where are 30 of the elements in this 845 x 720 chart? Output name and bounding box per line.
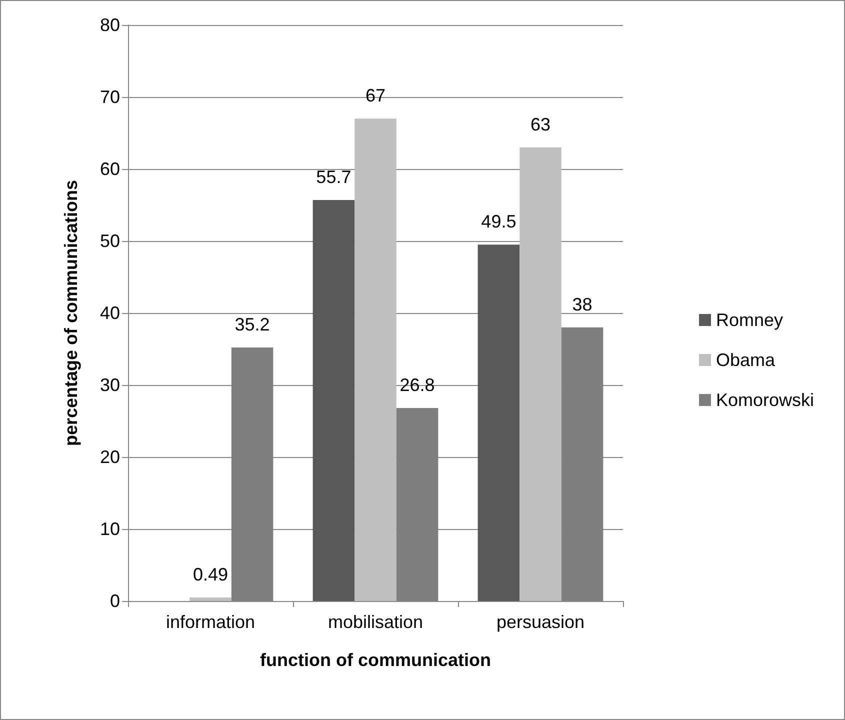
y-tick-label: 60 <box>100 159 120 179</box>
data-label: 0.49 <box>192 564 228 584</box>
legend-label: Romney <box>716 310 784 330</box>
x-axis-title: function of communication <box>260 650 491 670</box>
y-tick-label: 80 <box>100 15 120 35</box>
y-tick-label: 20 <box>100 447 120 467</box>
bar <box>354 118 396 601</box>
bar <box>190 597 232 601</box>
data-label: 55.7 <box>316 166 352 187</box>
data-label: 63 <box>530 114 551 134</box>
data-label: 49.5 <box>481 212 516 232</box>
x-tick-label: persuasion <box>496 612 585 632</box>
y-tick-label: 0 <box>110 591 120 611</box>
x-tick-label: mobilisation <box>328 612 424 632</box>
y-tick-label: 50 <box>100 231 120 251</box>
legend-label: Obama <box>716 350 776 370</box>
y-tick-label: 70 <box>100 87 120 107</box>
data-label: 35.2 <box>234 314 270 335</box>
bar <box>312 200 355 601</box>
legend-label: Komorowski <box>716 390 814 410</box>
data-label: 38 <box>572 294 592 314</box>
y-tick-label: 10 <box>100 519 120 539</box>
y-tick-label: 40 <box>100 303 120 323</box>
data-label: 67 <box>365 86 386 106</box>
x-tick-label: information <box>166 612 256 632</box>
data-label: 26.8 <box>400 375 435 396</box>
y-axis-title: percentage of communications <box>61 180 81 446</box>
y-tick-label: 30 <box>100 375 120 395</box>
bar <box>520 147 562 601</box>
bar <box>478 244 520 601</box>
